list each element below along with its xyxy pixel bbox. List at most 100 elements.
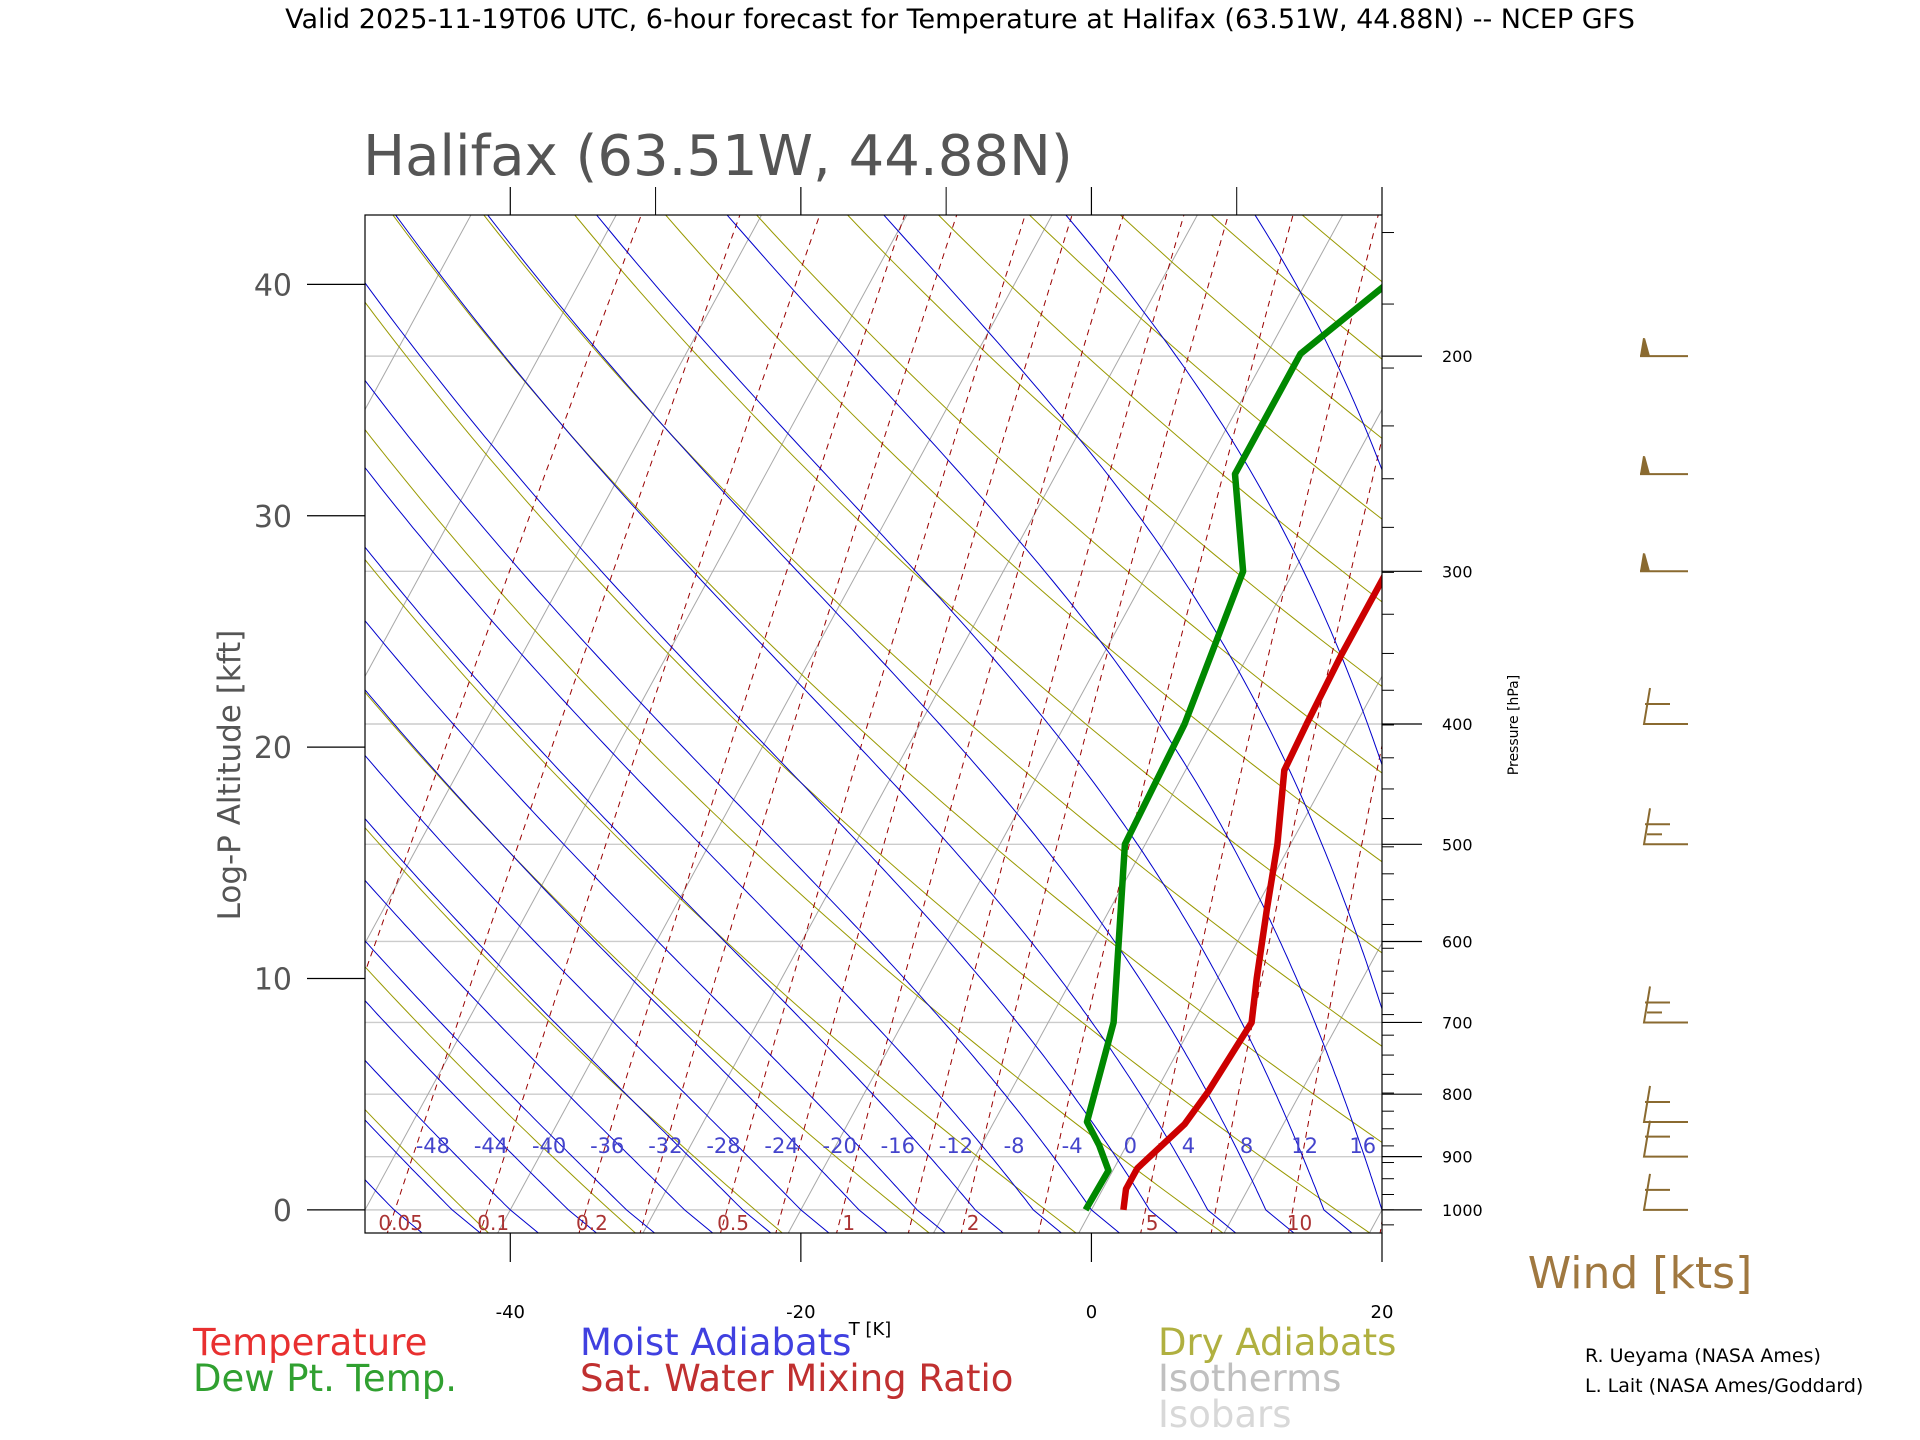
- y-tick-label: 10: [254, 963, 292, 998]
- moist-adiabat-line: [1254, 215, 1382, 472]
- isotherm-line: [365, 215, 617, 678]
- moist-adiabat-line: [365, 879, 714, 1233]
- dry-adiabat-line: [365, 1108, 490, 1233]
- mixing-ratio-label: 0.2: [576, 1211, 608, 1235]
- moist-adiabat-line: [1352, 58, 1684, 1268]
- legend-item: Isotherms: [1158, 1357, 1341, 1400]
- profile-lines: [1082, 283, 1382, 1212]
- dry-adiabat-line: [1028, 215, 1382, 520]
- isotherm-line: [0, 169, 351, 1256]
- mixing-ratio-line: [1379, 1217, 1382, 1233]
- dry-adiabat-line: [365, 826, 784, 1233]
- isotherm-line: [497, 215, 1053, 1233]
- moist-adiabat-label: -4: [1062, 1134, 1083, 1158]
- moist-adiabat-line: [365, 379, 1121, 1233]
- wind-pennant-edge: [1640, 553, 1645, 572]
- pressure-tick-label: 300: [1442, 562, 1473, 581]
- x-tick-label: 0: [1086, 1302, 1097, 1323]
- moist-adiabat-label: -16: [881, 1134, 915, 1158]
- moist-adiabat-line: [595, 215, 1353, 1233]
- y-tick-label: 0: [273, 1194, 292, 1229]
- pressure-tick-label: 600: [1442, 932, 1473, 951]
- pressure-axis-label: Pressure [hPa]: [1506, 675, 1522, 775]
- y-axis-label: Log-P Altitude [kft]: [212, 630, 248, 921]
- x-tick-label: -20: [786, 1302, 815, 1323]
- moist-adiabat-line: [883, 215, 1382, 1011]
- moist-adiabat-label: 4: [1182, 1134, 1195, 1158]
- pressure-tick-label: 900: [1442, 1148, 1473, 1167]
- moist-adiabat-label: 8: [1240, 1134, 1253, 1158]
- inner-labels: -48 -44 -40 -36 -32 -28 -24 -20 -16 -12 -8 -4 0 4 8 12 1…: [378, 1134, 1376, 1235]
- mixing-ratio-label: 10: [1287, 1211, 1312, 1235]
- pressure-tick-label: 700: [1442, 1013, 1473, 1032]
- dry-adiabat-line: [937, 215, 1382, 603]
- wind-barbs: [1640, 337, 1688, 1211]
- pressure-tick-label: 200: [1442, 347, 1473, 366]
- legend-item: Dew Pt. Temp.: [193, 1357, 457, 1400]
- mixing-ratio-line: [479, 215, 821, 1233]
- moist-adiabat-line: [365, 282, 1179, 1233]
- mixing-ratio-label: 1: [842, 1211, 855, 1235]
- moist-adiabat-line: [365, 466, 1063, 1233]
- wind-barb: [1642, 986, 1688, 1024]
- dry-adiabat-line: [1466, 58, 1920, 1268]
- dry-adiabat-line: [365, 558, 1077, 1233]
- background-lines: [0, 58, 1920, 1268]
- wind-barb: [1642, 808, 1688, 846]
- dry-adiabat-line: [1297, 58, 1920, 1268]
- legend-item: Isobars: [1158, 1393, 1291, 1436]
- dry-adiabat-line: [365, 428, 1224, 1233]
- x-tick-label: 20: [1371, 1302, 1394, 1323]
- wind-barb: [1642, 1173, 1688, 1211]
- moist-adiabat-line: [365, 546, 1005, 1233]
- moist-adiabat-label: -40: [532, 1134, 566, 1158]
- mixing-ratio-line: [1038, 215, 1294, 1233]
- moist-adiabat-line: [365, 817, 772, 1233]
- isotherm-line: [1502, 169, 1920, 1256]
- mixing-ratio-line: [1140, 215, 1379, 1233]
- wind-barb: [1642, 1120, 1688, 1158]
- wind-barb-shaft: [1642, 1173, 1688, 1211]
- mixing-ratio-label: 5: [1146, 1211, 1159, 1235]
- x-axis-label: T [K]: [848, 1319, 892, 1340]
- x-tick-label: -40: [496, 1302, 525, 1323]
- y-tick-label: 30: [254, 500, 292, 535]
- pressure-tick-label: 800: [1442, 1085, 1473, 1104]
- mixing-ratio-line: [578, 215, 906, 1233]
- mixing-ratio-line: [386, 215, 741, 1233]
- moist-adiabat-line: [365, 999, 598, 1233]
- isotherm-line: [1078, 675, 1382, 1233]
- wind-barb: [1640, 455, 1688, 476]
- isotherm-line: [1223, 942, 1382, 1233]
- moist-adiabat-line: [1065, 215, 1382, 767]
- dry-adiabat-line: [365, 966, 637, 1233]
- legend-item: Moist Adiabats: [580, 1321, 851, 1364]
- credit-line-1: R. Ueyama (NASA Ames): [1585, 1345, 1821, 1367]
- moist-adiabat-label: 16: [1349, 1134, 1376, 1158]
- wind-barb-shaft: [1642, 687, 1688, 725]
- credit-line-2: L. Lait (NASA Ames/Goddard): [1585, 1375, 1863, 1397]
- dry-adiabat-line: [1635, 58, 1920, 1268]
- moist-adiabat-label: -20: [823, 1134, 857, 1158]
- dry-adiabat-line: [1119, 215, 1382, 440]
- wind-barb: [1642, 687, 1688, 725]
- dewpoint-profile: [1082, 283, 1382, 1212]
- dry-adiabat-line: [483, 215, 1382, 1047]
- moist-adiabat-line: [365, 940, 656, 1233]
- wind-pennant-edge: [1640, 337, 1645, 357]
- moist-adiabat-line: [365, 754, 830, 1233]
- moist-adiabat-label: 12: [1291, 1134, 1318, 1158]
- isotherm-line: [365, 215, 763, 945]
- isotherm-line: [642, 215, 1198, 1233]
- wind-barb: [1640, 337, 1688, 358]
- mixing-ratio-label: 2: [967, 1211, 980, 1235]
- moist-adiabat-label: -12: [939, 1134, 973, 1158]
- dry-adiabat-line: [1210, 215, 1382, 360]
- moist-adiabat-label: -48: [416, 1134, 450, 1158]
- moist-adiabat-label: -28: [706, 1134, 740, 1158]
- mixing-ratio-label: 0.5: [717, 1211, 749, 1235]
- wind-barb-shaft: [1642, 1085, 1688, 1123]
- mixing-ratio-line: [365, 215, 642, 974]
